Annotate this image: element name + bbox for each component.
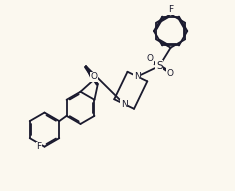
Text: N: N <box>121 100 128 108</box>
Text: O: O <box>167 69 174 78</box>
Text: S: S <box>156 61 163 71</box>
Text: F: F <box>36 142 41 151</box>
Text: N: N <box>134 72 141 81</box>
Text: O: O <box>146 54 153 63</box>
Text: O: O <box>90 72 97 82</box>
Text: F: F <box>168 5 173 14</box>
